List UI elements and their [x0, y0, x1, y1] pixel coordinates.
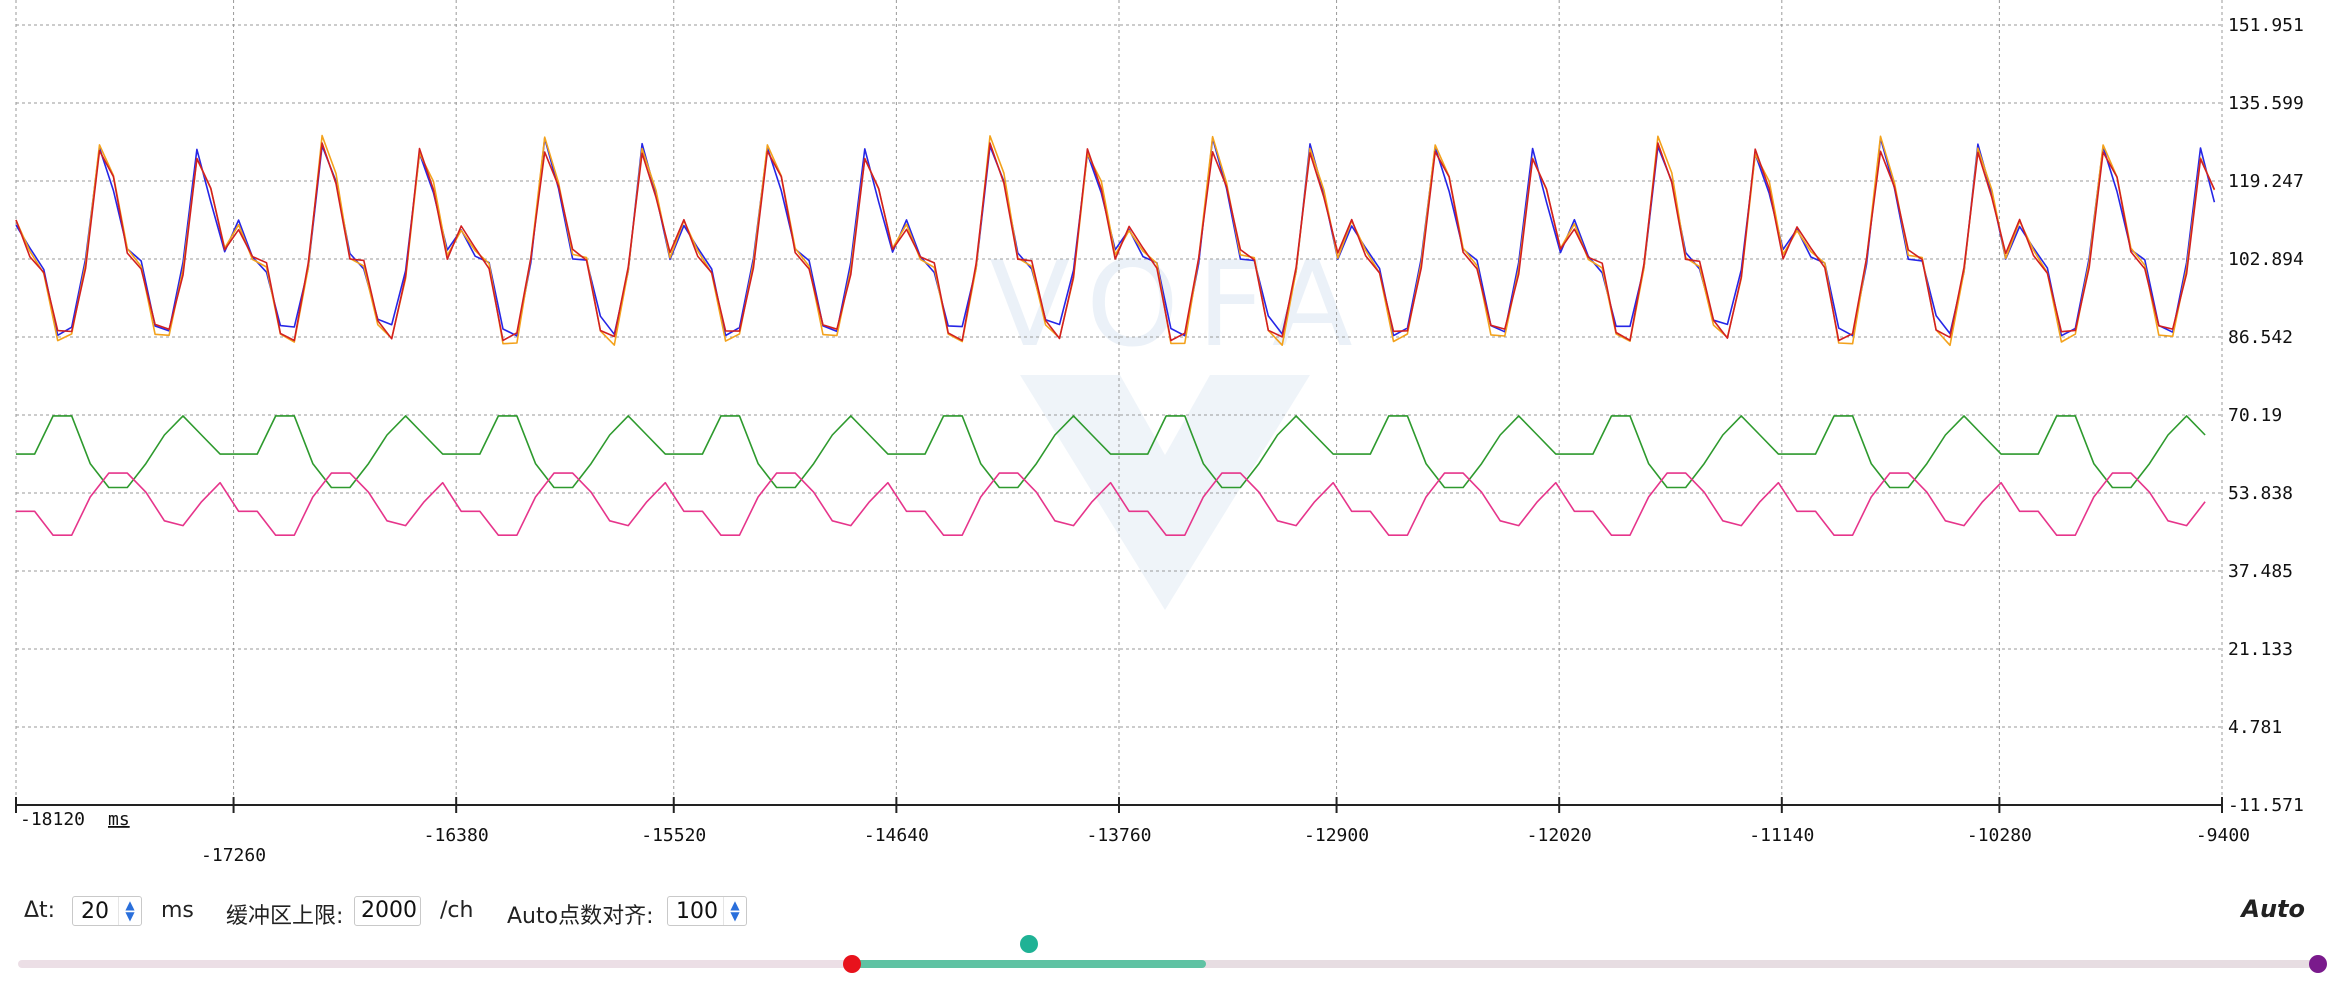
range-start-handle[interactable]: [843, 955, 862, 973]
auto-align-spinbox[interactable]: 100 ▲ ▼: [667, 896, 747, 926]
buffer-unit: /ch: [440, 898, 474, 923]
up-arrow-icon: ▲: [125, 898, 135, 912]
series-line: [15, 142, 2216, 342]
y-tick-label: 4.781: [2228, 717, 2282, 738]
buffer-label: 缓冲区上限:: [226, 904, 344, 929]
y-tick-label: 151.951: [2228, 15, 2304, 36]
buffer-input[interactable]: 2000: [354, 896, 421, 926]
x-tick-label: -11140: [1749, 825, 1814, 846]
x-tick-label: -16380: [424, 825, 489, 846]
range-end-handle[interactable]: [2309, 955, 2327, 973]
time-range-slider-track-right: [1180, 960, 2318, 968]
x-tick-label: -10280: [1967, 825, 2032, 846]
series-layer: [15, 134, 2216, 537]
y-tick-label: 53.838: [2228, 483, 2293, 504]
y-tick-label: 135.599: [2228, 93, 2304, 114]
x-axis-labels: -18120 -17260 -16380 -15520 -14640 -13760 -129…: [20, 809, 2250, 866]
plot-axes: [15, 797, 2223, 813]
dt-label: Δt:: [24, 898, 56, 923]
time-range-selection[interactable]: [852, 960, 1207, 968]
dt-unit: ms: [161, 898, 194, 923]
series-line: [16, 415, 2206, 489]
x-tick-label: -12900: [1304, 825, 1369, 846]
x-tick-label: -13760: [1086, 825, 1151, 846]
x-axis-unit: ms: [108, 809, 130, 830]
x-tick-label: -9400: [2196, 825, 2250, 846]
waveform-plot[interactable]: VOFA 151.951 135.599 119.247 102.894 86.542 7…: [0, 0, 2339, 880]
auto-align-stepper-arrows[interactable]: ▲ ▼: [723, 897, 746, 925]
y-tick-label: 70.19: [2228, 405, 2282, 426]
down-arrow-icon: ▼: [125, 909, 135, 923]
y-tick-label: 21.133: [2228, 639, 2293, 660]
series-line: [15, 134, 2216, 347]
x-tick-label: -18120: [20, 809, 85, 830]
watermark-text: VOFA: [989, 235, 1370, 373]
auto-button[interactable]: Auto: [2241, 895, 2305, 923]
y-axis-labels: 151.951 135.599 119.247 102.894 86.542 70.19 5…: [2228, 15, 2304, 816]
series-line: [15, 137, 2216, 337]
plot-area[interactable]: VOFA 151.951 135.599 119.247 102.894 86.542 7…: [0, 0, 2339, 880]
vofa-watermark: VOFA: [989, 235, 1370, 610]
x-tick-label: -14640: [864, 825, 929, 846]
series-line: [16, 472, 2206, 537]
dt-value[interactable]: 20: [81, 898, 109, 924]
y-tick-label: 37.485: [2228, 561, 2293, 582]
y-tick-label: -11.571: [2228, 795, 2304, 816]
range-center-handle[interactable]: [1020, 935, 1039, 953]
dt-spinbox[interactable]: 20 ▲ ▼: [72, 896, 142, 926]
x-tick-label: -12020: [1527, 825, 1592, 846]
down-arrow-icon: ▼: [730, 909, 740, 923]
plot-grid: [15, 0, 2223, 806]
x-tick-label: -17260: [201, 845, 266, 866]
auto-align-label: Auto点数对齐:: [507, 904, 654, 929]
up-arrow-icon: ▲: [730, 898, 740, 912]
y-tick-label: 102.894: [2228, 249, 2304, 270]
y-tick-label: 119.247: [2228, 171, 2304, 192]
x-tick-label: -15520: [641, 825, 706, 846]
auto-align-value[interactable]: 100: [676, 898, 718, 924]
dt-stepper-arrows[interactable]: ▲ ▼: [118, 897, 141, 925]
y-tick-label: 86.542: [2228, 327, 2293, 348]
